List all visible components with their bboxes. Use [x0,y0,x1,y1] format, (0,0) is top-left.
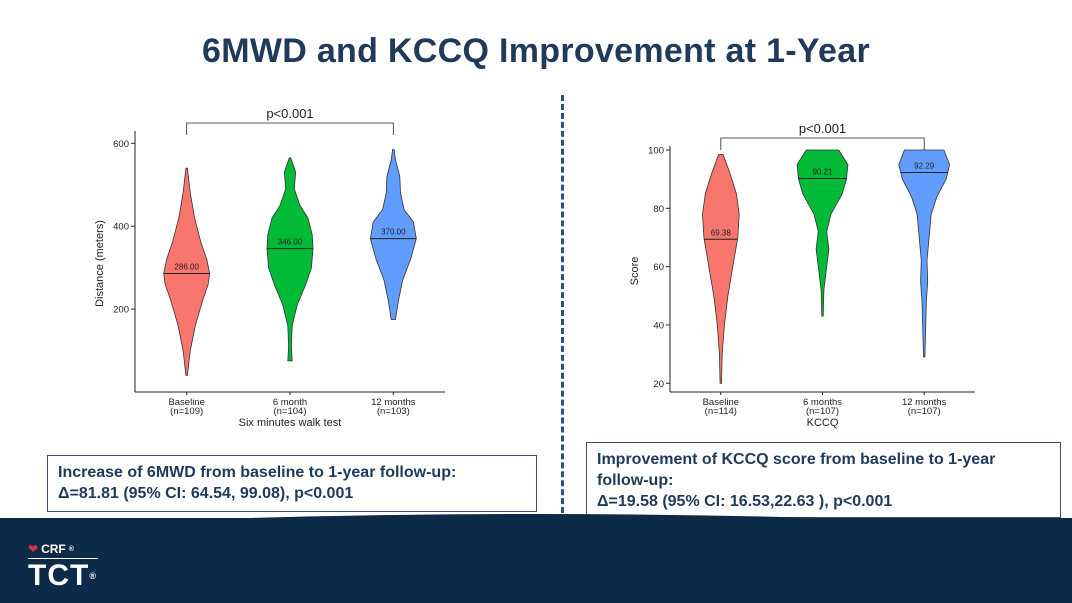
p-value-label: p<0.001 [799,121,846,136]
slide-title: 6MWD and KCCQ Improvement at 1-Year [202,32,870,70]
x-category-label: 12 months [371,397,416,408]
y-axis-title: Score [629,257,641,286]
violin-shape [796,149,849,317]
kccq-summary-line3: Δ=19.58 (95% CI: 16.53,22.63 ), p<0.001 [597,493,893,510]
y-tick-label: 100 [648,146,664,157]
tct-trademark: ® [89,571,97,581]
tct-text: TCT [28,559,90,592]
violin-shape [370,149,417,320]
crf-trademark: ® [68,545,74,553]
x-category-count: (n=103) [377,406,410,417]
crf-label: ❤ CRF ® [28,542,98,556]
median-label: 92.29 [914,161,935,170]
x-category-count: (n=109) [170,406,203,417]
six-mwd-violin-plot: 200 400 600 Distance (meters) 286.00 Baseline… [94,106,445,429]
y-tick-label: 600 [113,139,129,150]
violin-shape [898,149,950,358]
logo-rule [28,558,98,559]
y-tick-label: 200 [113,305,129,316]
p-value-label: p<0.001 [266,106,313,121]
x-category-label: 6 months [803,397,842,408]
footer-band: ❤ CRF ® TCT® [0,518,1072,603]
x-category-label: 6 month [273,397,307,408]
x-axis-title: KCCQ [807,417,839,429]
six-mwd-chart: 200 400 600 Distance (meters) 286.00 Baseline… [70,95,470,440]
y-tick-label: 80 [653,204,664,215]
tct-logo: ❤ CRF ® TCT® [28,542,98,591]
x-category-count: (n=107) [908,406,941,417]
kccq-summary-line2: follow-up: [597,472,674,489]
violin-shape [266,157,314,362]
y-axis-title: Distance (meters) [94,220,106,307]
median-label: 286.00 [174,262,199,271]
six-mwd-summary-line2: Δ=81.81 (95% CI: 64.54, 99.08), p<0.001 [58,485,354,502]
six-mwd-summary-box: Increase of 6MWD from baseline to 1-year… [47,455,537,512]
heart-icon: ❤ [28,542,39,556]
x-category-count: (n=114) [705,406,737,417]
section-divider [561,95,564,540]
kccq-summary-line1: Improvement of KCCQ score from baseline … [597,451,996,468]
x-category-label: Baseline [168,397,204,408]
y-tick-label: 60 [653,262,664,273]
kccq-chart: 20 40 60 80 100 Score 69.38 Baseline (n=114) 90.2… [600,95,1000,440]
y-tick-label: 40 [653,320,664,331]
x-category-label: 12 months [902,397,947,408]
six-mwd-summary-line1: Increase of 6MWD from baseline to 1-year… [58,464,457,481]
median-label: 90.21 [812,168,833,177]
p-value-bracket [720,137,925,150]
x-category-count: (n=104) [273,406,306,417]
violin-shape [702,154,740,384]
violin-shape [163,167,210,376]
crf-text: CRF [41,542,66,556]
x-axis-title: Six minutes walk test [239,417,342,429]
median-label: 346.00 [278,238,303,247]
kccq-violin-plot: 20 40 60 80 100 Score 69.38 Baseline(n=114) 90.2… [629,121,975,429]
kccq-summary-box: Improvement of KCCQ score from baseline … [586,442,1061,518]
y-tick-label: 20 [653,379,664,390]
p-value-bracket [186,122,394,135]
median-label: 69.38 [711,228,732,237]
median-label: 370.00 [381,228,406,237]
y-tick-label: 400 [113,222,129,233]
x-category-label: Baseline [703,397,739,408]
x-category-count: (n=107) [806,406,839,417]
